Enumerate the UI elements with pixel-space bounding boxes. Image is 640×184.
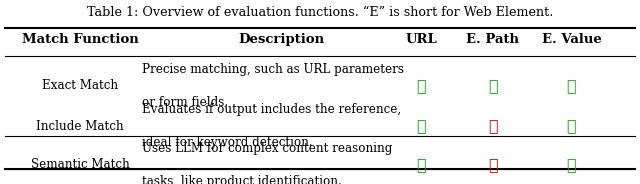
Text: E. Value: E. Value	[541, 33, 602, 46]
Text: ✗: ✗	[488, 156, 498, 173]
Text: ✓: ✓	[566, 77, 577, 94]
Text: ✓: ✓	[566, 118, 577, 135]
Text: Match Function: Match Function	[22, 33, 138, 46]
Text: E. Path: E. Path	[467, 33, 519, 46]
Text: or form fields.: or form fields.	[142, 96, 228, 109]
Text: Precise matching, such as URL parameters: Precise matching, such as URL parameters	[142, 63, 404, 75]
Text: Uses LLM for complex content reasoning: Uses LLM for complex content reasoning	[142, 142, 392, 155]
Text: Semantic Match: Semantic Match	[31, 158, 129, 171]
Text: Table 1: Overview of evaluation functions. “E” is short for Web Element.: Table 1: Overview of evaluation function…	[87, 6, 553, 20]
Text: URL: URL	[405, 33, 437, 46]
Text: ✓: ✓	[416, 118, 426, 135]
Text: ✓: ✓	[488, 77, 498, 94]
Text: ideal for keyword detection.: ideal for keyword detection.	[142, 136, 313, 149]
Text: ✓: ✓	[416, 77, 426, 94]
Text: Include Match: Include Match	[36, 120, 124, 132]
Text: Description: Description	[239, 33, 324, 46]
Text: ✓: ✓	[416, 156, 426, 173]
Text: tasks, like product identification.: tasks, like product identification.	[142, 175, 342, 184]
Text: ✓: ✓	[566, 156, 577, 173]
Text: Evaluates if output includes the reference,: Evaluates if output includes the referen…	[142, 103, 401, 116]
Text: ✗: ✗	[488, 118, 498, 135]
Text: Exact Match: Exact Match	[42, 79, 118, 92]
